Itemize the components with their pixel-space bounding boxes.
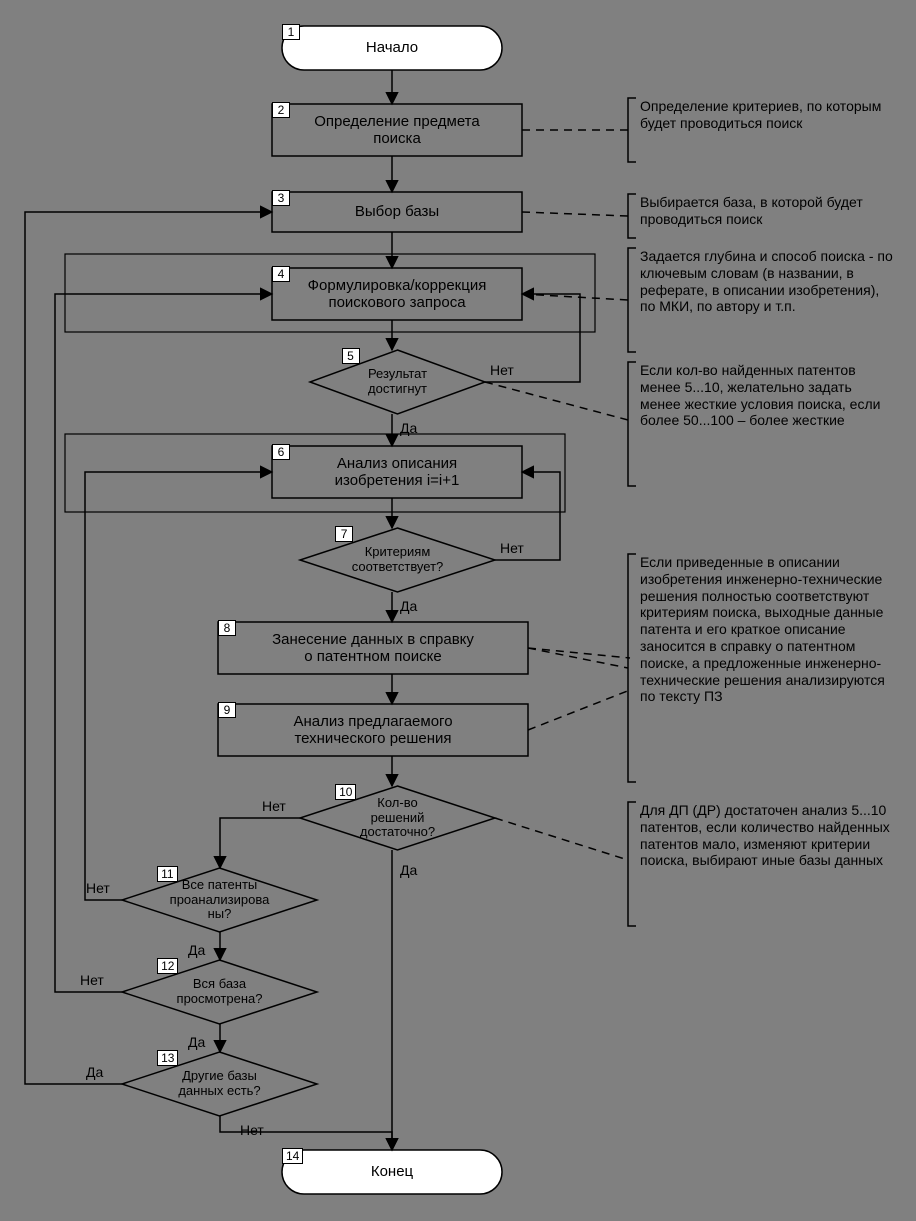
node-number-n8: 8 <box>218 620 236 636</box>
flowchart-stage: { "canvas": { "width": 916, "height": 12… <box>0 0 916 1221</box>
node-n12 <box>122 960 317 1024</box>
node-number-n13: 13 <box>157 1050 178 1066</box>
annotation-n4: Задается глубина и способ поиска - по кл… <box>640 248 895 315</box>
node-n8 <box>218 622 528 674</box>
annotation-n8: Если приведенные в описании изобретения … <box>640 554 895 705</box>
node-number-n5: 5 <box>342 348 360 364</box>
edge-n13-n14 <box>220 1116 392 1150</box>
node-n5 <box>310 350 485 414</box>
node-n2 <box>272 104 522 156</box>
node-number-n14: 14 <box>282 1148 303 1164</box>
node-n13 <box>122 1052 317 1116</box>
node-n10 <box>300 786 495 850</box>
node-n1 <box>282 26 502 70</box>
node-number-n4: 4 <box>272 266 290 282</box>
node-number-n6: 6 <box>272 444 290 460</box>
node-n4 <box>272 268 522 320</box>
node-number-n10: 10 <box>335 784 356 800</box>
edge-n10-n11 <box>220 818 300 868</box>
node-number-n9: 9 <box>218 702 236 718</box>
node-n3 <box>272 192 522 232</box>
annotation-n3: Выбирается база, в которой будет проводи… <box>640 194 895 228</box>
node-number-n12: 12 <box>157 958 178 974</box>
node-n14 <box>282 1150 502 1194</box>
node-n11 <box>122 868 317 932</box>
edge-n11-n6 <box>85 472 272 900</box>
annotation-n2: Определение критериев, по которым будет … <box>640 98 895 132</box>
node-number-n1: 1 <box>282 24 300 40</box>
node-n9 <box>218 704 528 756</box>
node-number-n2: 2 <box>272 102 290 118</box>
node-number-n3: 3 <box>272 190 290 206</box>
node-n6 <box>272 446 522 498</box>
node-number-n7: 7 <box>335 526 353 542</box>
node-number-n11: 11 <box>157 866 177 882</box>
annotation-n10: Для ДП (ДР) достаточен анализ 5...10 пат… <box>640 802 895 869</box>
annotation-n5: Если кол-во найденных патентов менее 5..… <box>640 362 895 429</box>
node-n7 <box>300 528 495 592</box>
